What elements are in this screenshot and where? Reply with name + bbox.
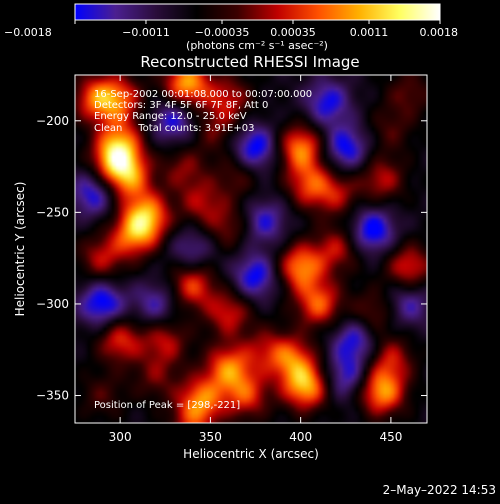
annotations: 16-Sep-2002 00:01:08.000 to 00:07:00.000… [94,89,312,411]
colorbar: −0.0018 −0.0011 −0.00035 0.00035 0.0011 0.001… [4,3,458,52]
y-tick-label: −350 [36,389,69,403]
colorbar-units: (photons cm⁻² s⁻¹ asec⁻²) [186,39,328,52]
colorbar-tick-label: −0.00035 [195,26,250,39]
annotation-clean: Clean Total counts: 3.91E+03 [94,123,254,134]
colorbar-ticks: −0.0018 −0.0011 −0.00035 0.00035 0.0011 0.001… [4,20,458,39]
heatmap-image [75,75,427,423]
x-axis-label: Heliocentric X (arcsec) [183,447,319,461]
x-tick-label: 450 [379,430,402,444]
colorbar-tick-label: −0.0018 [4,26,52,39]
x-tick-label: 350 [199,430,222,444]
annotation-detectors: Detectors: 3F 4F 5F 6F 7F 8F, Att 0 [94,100,268,111]
plot-frame [74,74,428,424]
colorbar-gradient [74,3,441,21]
y-tick-label: −300 [36,297,69,311]
colorbar-tick-label: 0.0018 [420,26,459,39]
x-axis-ticks: 300 350 400 450 [109,75,402,444]
y-axis-ticks: −200 −250 −300 −350 [36,114,427,403]
footer-timestamp: 2–May–2022 14:53 [383,483,496,497]
chart-title: Reconstructed RHESSI Image [140,53,359,71]
annotation-time: 16-Sep-2002 00:01:08.000 to 00:07:00.000 [94,89,312,100]
plot-area: 300 350 400 450 −200 −250 −300 −350 [36,74,428,444]
colorbar-tick-label: 0.0011 [350,26,389,39]
y-tick-label: −200 [36,114,69,128]
x-tick-label: 400 [289,430,312,444]
colorbar-tick-label: 0.00035 [270,26,316,39]
colorbar-tick-label: −0.0011 [122,26,170,39]
y-tick-label: −250 [36,205,69,219]
peak-position-label: Position of Peak = [298,-221] [94,400,240,411]
y-axis-label: Heliocentric Y (arcsec) [13,182,27,317]
annotation-energy: Energy Range: 12.0 - 25.0 keV [94,111,247,122]
x-tick-label: 300 [109,430,132,444]
